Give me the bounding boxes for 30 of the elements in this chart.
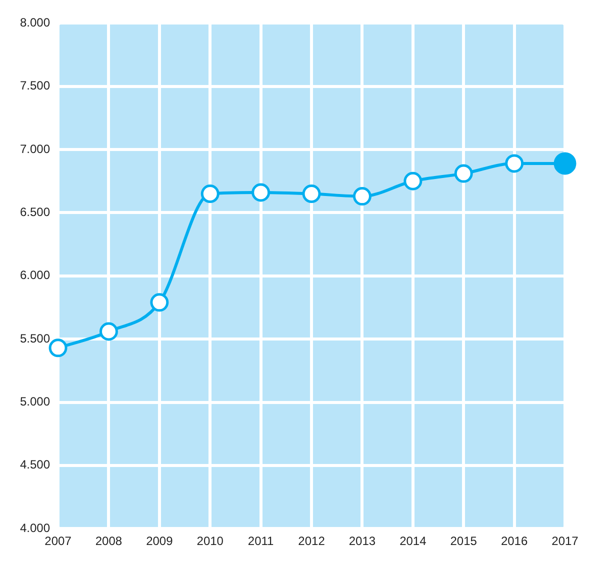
x-tick-label: 2016	[500, 534, 528, 548]
point	[404, 172, 422, 190]
y-tick-label: 6.000	[20, 268, 50, 282]
point	[150, 293, 169, 312]
y-tick-label: 6.500	[20, 205, 50, 220]
point	[200, 184, 220, 204]
x-tick-label: 2007	[44, 534, 72, 548]
x-tick-label: 2012	[298, 534, 326, 548]
x-tick-label: 2015	[450, 534, 478, 548]
y-tick-label: 4.000	[20, 520, 50, 535]
x-tick-label: 2014	[400, 534, 427, 548]
point	[48, 338, 68, 358]
point	[505, 154, 524, 173]
y-tick-label: 5.000	[20, 394, 50, 409]
point	[99, 322, 118, 341]
y-tick-label: 7.500	[20, 78, 50, 93]
point	[454, 164, 473, 183]
x-tick-label: 2008	[95, 534, 122, 548]
x-tick-label: 2017	[552, 534, 579, 548]
point	[302, 184, 321, 204]
x-tick-label: 2010	[196, 534, 224, 548]
point	[252, 183, 270, 202]
y-tick-label: 5.500	[20, 331, 50, 346]
x-tick-label: 2013	[348, 534, 376, 548]
x-tick-label: 2011	[248, 534, 274, 548]
point	[352, 187, 372, 206]
y-tick-label: 7.000	[20, 142, 50, 156]
x-tick-label: 2009	[146, 534, 174, 548]
y-tick-label: 4.500	[20, 458, 50, 472]
y-tick-label: 8.000	[20, 16, 50, 30]
